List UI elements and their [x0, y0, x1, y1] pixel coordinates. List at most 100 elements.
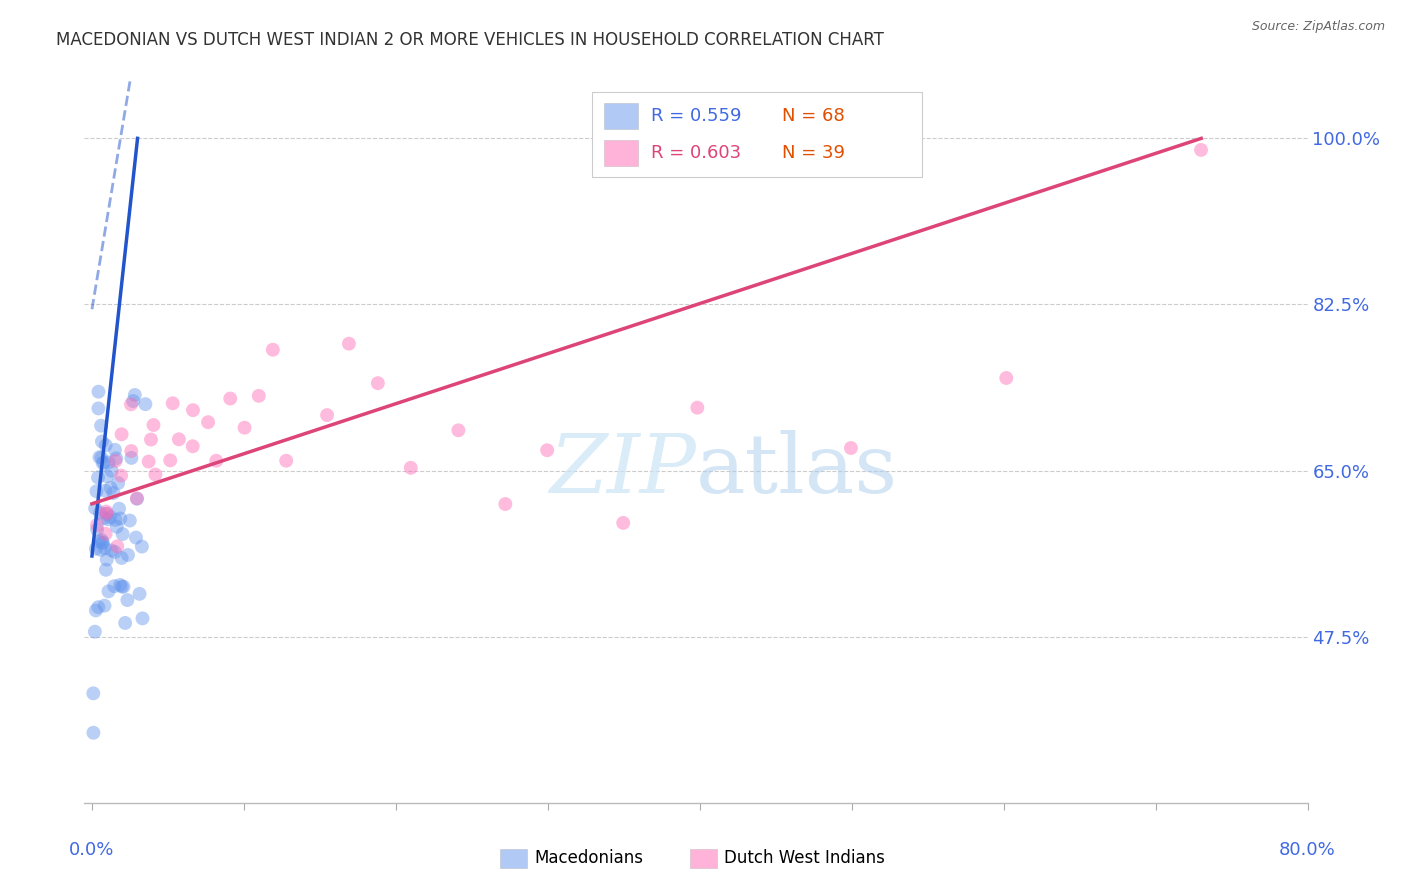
Point	[233, 420, 256, 434]
Point	[399, 460, 422, 475]
Point	[104, 442, 127, 457]
Point	[87, 384, 110, 399]
Point	[111, 527, 134, 541]
Point	[86, 518, 108, 533]
Point	[93, 455, 115, 469]
Point	[105, 539, 128, 553]
Point	[162, 396, 184, 410]
Point	[276, 454, 298, 468]
Point	[96, 504, 118, 518]
Point	[103, 486, 125, 500]
Point	[181, 439, 204, 453]
Point	[108, 578, 131, 592]
Point	[125, 531, 148, 545]
Point	[111, 551, 134, 566]
Point	[139, 433, 162, 447]
Point	[98, 510, 121, 524]
Point	[86, 484, 108, 499]
Point	[90, 533, 112, 547]
Point	[134, 397, 156, 411]
Point	[1189, 143, 1212, 157]
Point	[82, 725, 104, 739]
Point	[105, 451, 128, 466]
Point	[120, 397, 142, 411]
Point	[494, 497, 516, 511]
Point	[83, 624, 105, 639]
Text: Source: ZipAtlas.com: Source: ZipAtlas.com	[1251, 20, 1385, 33]
Point	[138, 454, 160, 468]
Point	[89, 450, 111, 465]
Point	[105, 520, 128, 534]
Point	[125, 491, 148, 506]
Point	[447, 423, 470, 437]
Point	[181, 403, 204, 417]
Point	[117, 593, 139, 607]
Point	[93, 511, 115, 525]
Point	[839, 441, 862, 455]
Point	[91, 434, 114, 449]
Point	[536, 443, 558, 458]
FancyBboxPatch shape	[592, 92, 922, 178]
FancyBboxPatch shape	[690, 849, 717, 868]
Point	[117, 548, 139, 562]
Point	[96, 507, 118, 521]
Text: Macedonians: Macedonians	[534, 849, 644, 867]
Text: N = 68: N = 68	[782, 107, 845, 125]
Text: atlas: atlas	[696, 430, 898, 509]
Point	[97, 512, 120, 526]
Text: MACEDONIAN VS DUTCH WEST INDIAN 2 OR MORE VEHICLES IN HOUSEHOLD CORRELATION CHAR: MACEDONIAN VS DUTCH WEST INDIAN 2 OR MOR…	[56, 31, 884, 49]
Point	[91, 536, 114, 550]
Point	[90, 418, 112, 433]
FancyBboxPatch shape	[605, 103, 638, 129]
Text: 80.0%: 80.0%	[1279, 841, 1336, 859]
Point	[316, 408, 339, 422]
Point	[159, 453, 181, 467]
Point	[142, 417, 165, 432]
Point	[104, 454, 127, 468]
Point	[87, 470, 110, 484]
Point	[104, 545, 127, 559]
Point	[128, 587, 150, 601]
Point	[120, 450, 142, 465]
Point	[122, 394, 145, 409]
Point	[219, 392, 242, 406]
Point	[91, 535, 114, 549]
Point	[131, 611, 153, 625]
Point	[96, 552, 118, 566]
Point	[110, 427, 132, 442]
Point	[104, 513, 127, 527]
Point	[94, 526, 117, 541]
Point	[84, 501, 107, 516]
Point	[118, 514, 141, 528]
Point	[686, 401, 709, 415]
Point	[205, 454, 228, 468]
Point	[89, 534, 111, 549]
Point	[145, 467, 167, 482]
Point	[97, 584, 120, 599]
FancyBboxPatch shape	[605, 140, 638, 166]
FancyBboxPatch shape	[501, 849, 527, 868]
Point	[131, 540, 153, 554]
Point	[90, 542, 112, 557]
Point	[87, 600, 110, 615]
Point	[114, 615, 136, 630]
Text: 0.0%: 0.0%	[69, 841, 115, 859]
Text: R = 0.603: R = 0.603	[651, 144, 741, 161]
Point	[262, 343, 284, 357]
Point	[93, 599, 115, 613]
Point	[100, 464, 122, 478]
Text: N = 39: N = 39	[782, 144, 845, 161]
Point	[612, 516, 634, 530]
Point	[84, 541, 107, 556]
Point	[93, 541, 115, 555]
Point	[120, 444, 142, 458]
Point	[89, 506, 111, 520]
Point	[111, 580, 134, 594]
Point	[108, 501, 131, 516]
Point	[995, 371, 1018, 385]
Point	[91, 456, 114, 470]
Text: R = 0.559: R = 0.559	[651, 107, 741, 125]
Point	[82, 686, 104, 700]
Point	[110, 511, 132, 525]
Point	[94, 438, 117, 452]
